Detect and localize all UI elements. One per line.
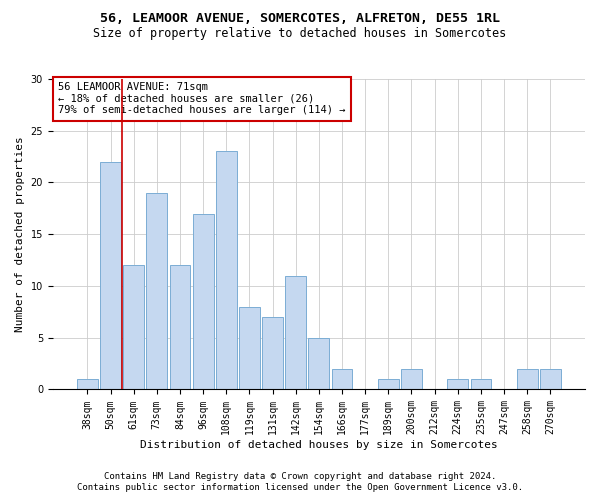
Text: Contains public sector information licensed under the Open Government Licence v3: Contains public sector information licen…	[77, 484, 523, 492]
Bar	[239, 306, 260, 390]
Bar	[378, 379, 399, 390]
Bar	[517, 369, 538, 390]
Bar	[216, 152, 237, 390]
Bar	[123, 266, 144, 390]
Bar	[193, 214, 214, 390]
Text: Contains HM Land Registry data © Crown copyright and database right 2024.: Contains HM Land Registry data © Crown c…	[104, 472, 496, 481]
Text: 56 LEAMOOR AVENUE: 71sqm
← 18% of detached houses are smaller (26)
79% of semi-d: 56 LEAMOOR AVENUE: 71sqm ← 18% of detach…	[58, 82, 346, 116]
Bar	[170, 266, 190, 390]
Bar	[146, 193, 167, 390]
Y-axis label: Number of detached properties: Number of detached properties	[15, 136, 25, 332]
Bar	[308, 338, 329, 390]
Bar	[401, 369, 422, 390]
Text: Size of property relative to detached houses in Somercotes: Size of property relative to detached ho…	[94, 28, 506, 40]
Bar	[77, 379, 98, 390]
Bar	[286, 276, 306, 390]
Bar	[470, 379, 491, 390]
Bar	[100, 162, 121, 390]
Bar	[262, 317, 283, 390]
Bar	[332, 369, 352, 390]
Bar	[448, 379, 468, 390]
Bar	[540, 369, 561, 390]
Text: 56, LEAMOOR AVENUE, SOMERCOTES, ALFRETON, DE55 1RL: 56, LEAMOOR AVENUE, SOMERCOTES, ALFRETON…	[100, 12, 500, 26]
X-axis label: Distribution of detached houses by size in Somercotes: Distribution of detached houses by size …	[140, 440, 498, 450]
